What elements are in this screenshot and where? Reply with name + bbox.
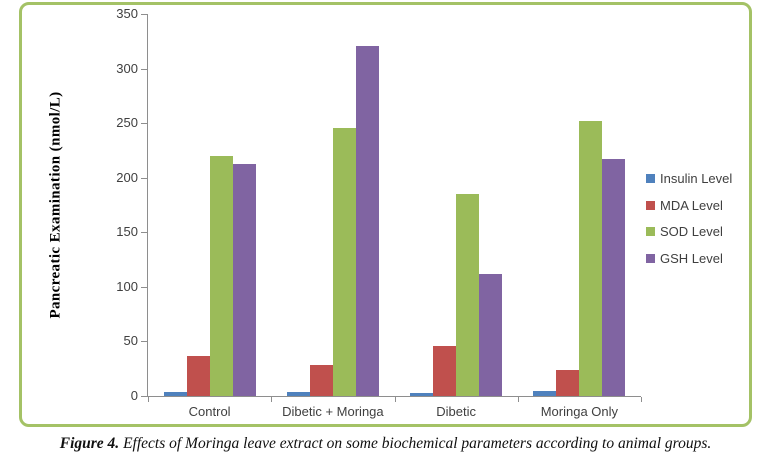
x-category-label-moringa-only: Moringa Only bbox=[540, 404, 619, 419]
legend-label-mda-level: MDA Level bbox=[660, 197, 723, 213]
y-axis-title: Pancreatic Examination (nmol/L) bbox=[47, 91, 64, 319]
bar-insulin-level-moringa-only bbox=[533, 391, 557, 396]
y-tick-label-350: 350 bbox=[116, 6, 138, 21]
y-tick-mark-250 bbox=[141, 123, 147, 124]
y-tick-mark-200 bbox=[141, 178, 147, 179]
x-category-label-control: Control bbox=[188, 404, 231, 419]
x-category-label-dibetic: Dibetic bbox=[436, 404, 476, 419]
bar-sod-level-control bbox=[209, 156, 233, 396]
y-tick-mark-350 bbox=[141, 14, 147, 15]
legend-label-sod-level: SOD Level bbox=[660, 223, 723, 239]
x-category-label-dibetic-moringa: Dibetic + Moringa bbox=[282, 404, 384, 419]
bar-insulin-level-dibetic bbox=[410, 393, 434, 396]
y-tick-label-150: 150 bbox=[116, 224, 138, 240]
x-tick-mark-0 bbox=[148, 397, 149, 402]
bar-sod-level-dibetic bbox=[456, 194, 480, 396]
bar-gsh-level-moringa-only bbox=[602, 159, 626, 396]
bar-sod-level-dibetic-moringa bbox=[332, 128, 356, 396]
bar-insulin-level-control bbox=[163, 392, 187, 396]
legend-label-insulin-level: Insulin Level bbox=[660, 170, 733, 186]
y-tick-mark-300 bbox=[141, 69, 147, 70]
chart-frame bbox=[19, 2, 752, 427]
x-tick-mark-3 bbox=[518, 397, 519, 402]
bar-mda-level-moringa-only bbox=[556, 370, 580, 396]
y-tick-mark-0 bbox=[141, 396, 147, 397]
figure-caption-label: Figure 4. bbox=[59, 435, 120, 452]
y-tick-mark-100 bbox=[141, 287, 147, 288]
bar-mda-level-control bbox=[186, 356, 210, 396]
legend-item-gsh-level: GSH Level bbox=[646, 250, 723, 266]
y-tick-label-300: 300 bbox=[116, 60, 138, 76]
legend-label-gsh-level: GSH Level bbox=[660, 250, 723, 266]
x-tick-mark-4 bbox=[641, 397, 642, 402]
x-tick-mark-1 bbox=[271, 397, 272, 402]
y-axis-line bbox=[147, 14, 148, 397]
x-tick-mark-2 bbox=[395, 397, 396, 402]
y-tick-label-100: 100 bbox=[116, 278, 138, 294]
bar-gsh-level-dibetic-moringa bbox=[355, 46, 379, 396]
x-axis-line bbox=[143, 396, 641, 397]
legend-marker-insulin-level bbox=[646, 173, 655, 183]
legend-item-sod-level: SOD Level bbox=[646, 223, 723, 239]
y-tick-mark-50 bbox=[141, 341, 147, 342]
legend-marker-sod-level bbox=[646, 226, 655, 236]
y-tick-label-200: 200 bbox=[116, 169, 138, 185]
y-tick-mark-150 bbox=[141, 232, 147, 233]
legend-marker-gsh-level bbox=[646, 253, 655, 263]
legend-item-insulin-level: Insulin Level bbox=[646, 170, 733, 186]
bar-gsh-level-control bbox=[232, 164, 256, 396]
figure-caption-text: Effects of Moringa leave extract on some… bbox=[119, 435, 712, 452]
bar-gsh-level-dibetic bbox=[479, 274, 503, 396]
y-tick-label-50: 50 bbox=[123, 333, 138, 349]
bar-mda-level-dibetic-moringa bbox=[309, 365, 333, 396]
bar-sod-level-moringa-only bbox=[579, 121, 603, 396]
y-tick-label-250: 250 bbox=[116, 115, 138, 131]
legend-item-mda-level: MDA Level bbox=[646, 197, 723, 213]
bar-mda-level-dibetic bbox=[433, 346, 457, 396]
y-tick-label-0: 0 bbox=[130, 388, 138, 403]
figure-caption: Figure 4. Effects of Moringa leave extra… bbox=[0, 435, 771, 453]
bar-insulin-level-dibetic-moringa bbox=[286, 392, 310, 396]
legend-marker-mda-level bbox=[646, 200, 655, 210]
